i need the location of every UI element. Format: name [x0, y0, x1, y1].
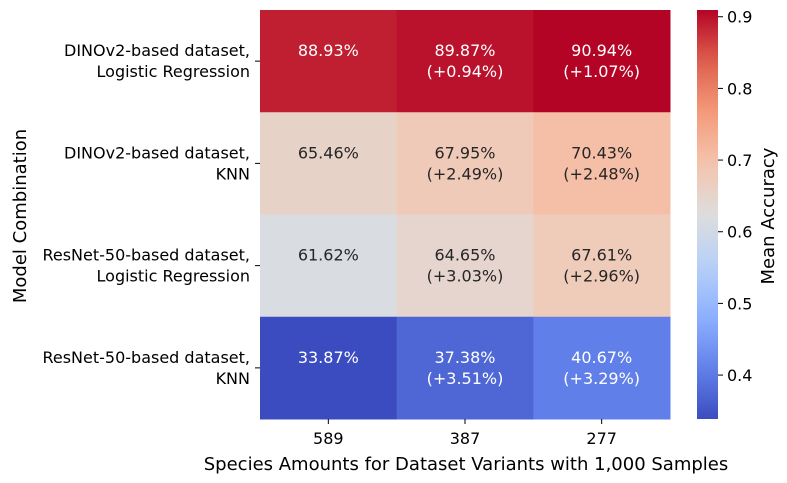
heatmap-cell [533, 112, 671, 215]
cell-label: 67.95% [434, 143, 495, 162]
cell-label: (+3.51%) [427, 369, 504, 388]
heatmap-cell [260, 214, 398, 318]
heatmap-cell [396, 112, 534, 215]
cell-label: (+2.48%) [563, 164, 640, 183]
colorbar-ticks: 0.4 0.5 0.6 0.7 0.8 0.9 [718, 8, 752, 385]
y-tick-label: KNN [216, 369, 250, 388]
heatmap-cell [396, 10, 534, 113]
heatmap-cell [260, 316, 398, 420]
x-axis: 589 387 277 [313, 419, 617, 448]
x-tick-label: 277 [586, 429, 617, 448]
y-tick-label: Logistic Regression [97, 62, 250, 81]
y-axis-label: Model Combination [10, 129, 31, 303]
cell-label: 88.93% [298, 41, 359, 60]
cell-label: (+2.96%) [563, 267, 640, 286]
colorbar-gradient [697, 10, 718, 419]
cell-label: 64.65% [434, 246, 495, 265]
heatmap-cell [533, 316, 671, 420]
cell-label: 70.43% [571, 143, 632, 162]
heatmap-cell [533, 10, 671, 113]
cell-label: (+3.03%) [427, 267, 504, 286]
cell-label: 90.94% [571, 41, 632, 60]
y-tick-label: KNN [216, 164, 250, 183]
y-axis: DINOv2-based dataset, Logistic Regression… [42, 41, 260, 388]
heatmap-cell [260, 10, 398, 113]
heatmap-cell [396, 316, 534, 420]
cell-label: 37.38% [434, 348, 495, 367]
colorbar: 0.4 0.5 0.6 0.7 0.8 0.9 Mean Accuracy [697, 8, 779, 419]
y-tick-label: ResNet-50-based dataset, [42, 348, 250, 367]
colorbar-tick-label: 0.6 [727, 223, 752, 242]
y-tick-label: ResNet-50-based dataset, [42, 246, 250, 265]
colorbar-tick-label: 0.7 [727, 151, 752, 170]
cell-label: 65.46% [298, 143, 359, 162]
heatmap-cells [260, 10, 671, 420]
cell-label: (+0.94%) [427, 62, 504, 81]
cell-label: 67.61% [571, 246, 632, 265]
cell-label: (+1.07%) [563, 62, 640, 81]
cell-label: 89.87% [434, 41, 495, 60]
cell-label: 61.62% [298, 246, 359, 265]
x-tick-label: 387 [450, 429, 481, 448]
colorbar-tick-label: 0.5 [727, 294, 752, 313]
colorbar-label: Mean Accuracy [758, 147, 779, 284]
y-tick-label: DINOv2-based dataset, [64, 143, 250, 162]
colorbar-tick-label: 0.4 [727, 366, 752, 385]
cell-label: (+3.29%) [563, 369, 640, 388]
y-tick-label: Logistic Regression [97, 267, 250, 286]
y-tick-label: DINOv2-based dataset, [64, 41, 250, 60]
heatmap-cell [396, 214, 534, 318]
cell-label: (+2.49%) [427, 164, 504, 183]
colorbar-tick-label: 0.9 [727, 8, 752, 27]
colorbar-tick-label: 0.8 [727, 79, 752, 98]
heatmap-cell [260, 112, 398, 215]
cell-label: 33.87% [298, 348, 359, 367]
cell-labels: 88.93% 89.87% (+0.94%) 90.94% (+1.07%) 65.46%… [298, 41, 640, 388]
x-axis-label: Species Amounts for Dataset Variants wit… [204, 454, 729, 475]
heatmap-cell [533, 214, 671, 318]
x-tick-label: 589 [313, 429, 344, 448]
cell-label: 40.67% [571, 348, 632, 367]
